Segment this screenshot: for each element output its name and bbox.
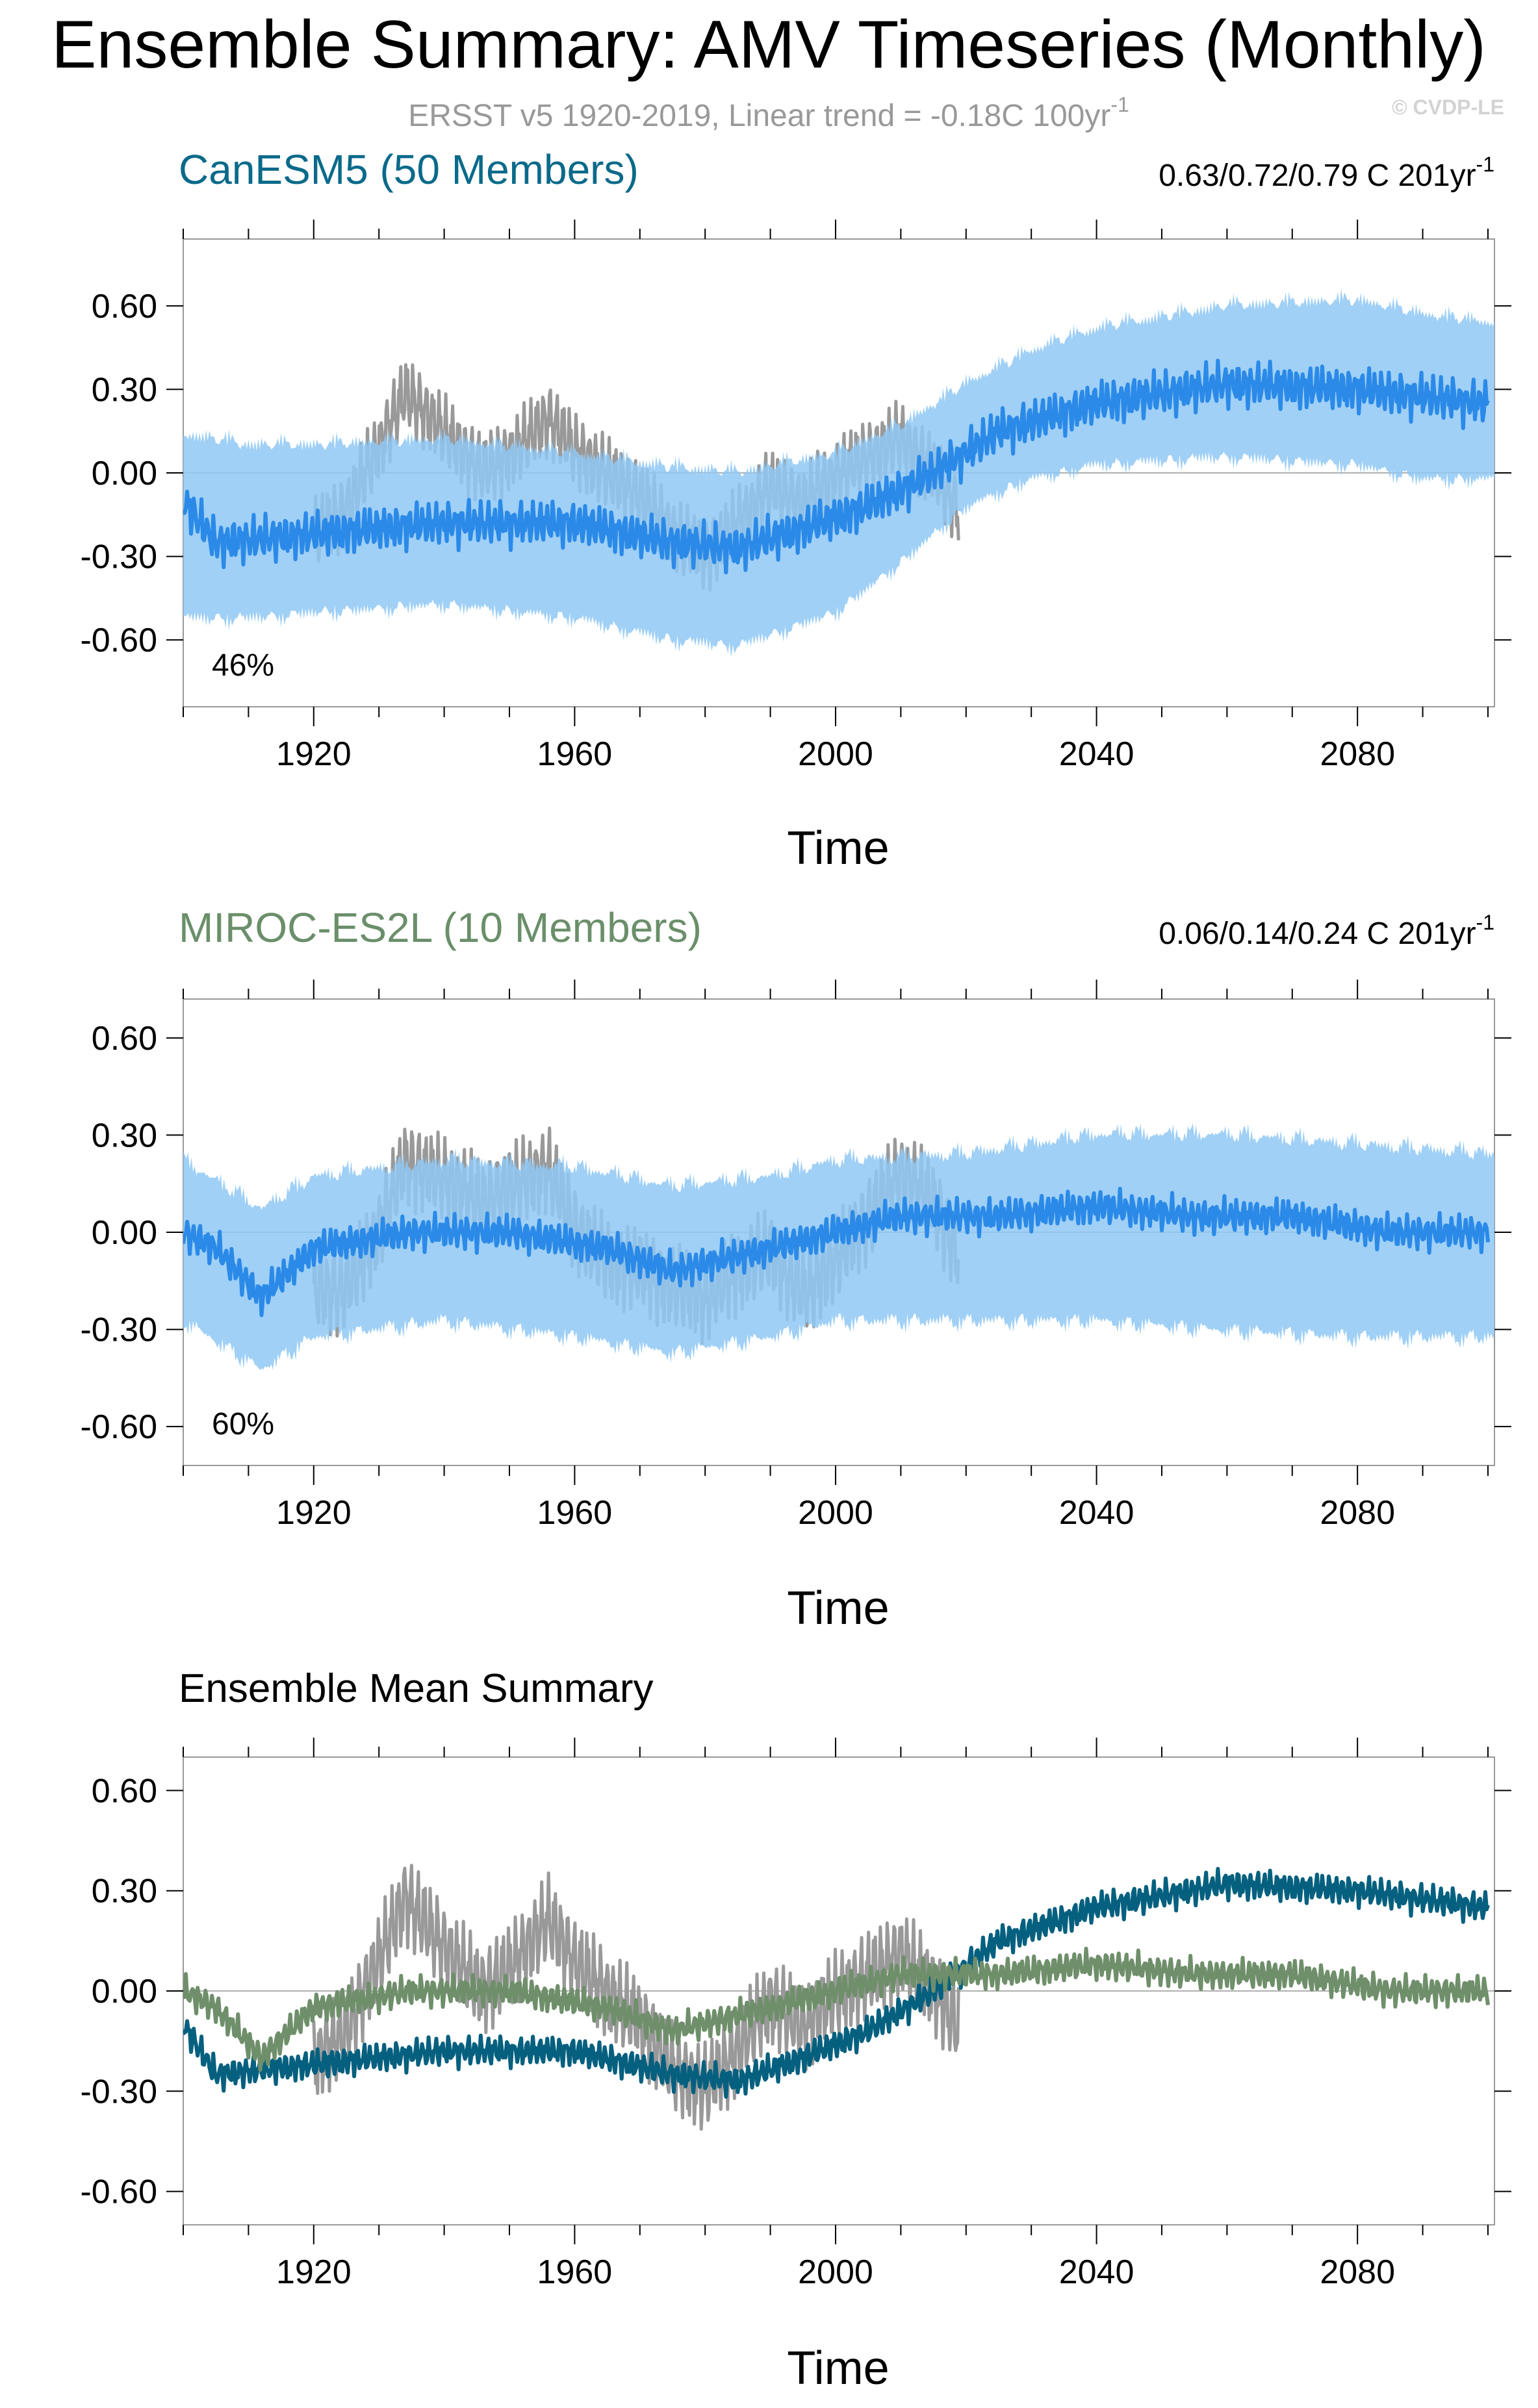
panel-title-canesm5: CanESM5 (50 Members) — [179, 146, 639, 193]
x-tick-label: 1920 — [276, 1494, 352, 1532]
ensemble-spread-band — [183, 1123, 1494, 1371]
plot-area-ensemble-mean: 1920 1960 2000 2040 2080 0.60 0.30 0.00 -0.30 -0.… — [80, 1738, 1511, 2291]
y-tick-label: -0.60 — [80, 622, 157, 659]
percent-label-miroc: 60% — [212, 1407, 274, 1441]
obs-line — [312, 1864, 960, 2131]
watermark: © CVDP-LE — [1392, 95, 1504, 119]
x-axis-label-miroc: Time — [787, 1582, 889, 1634]
plot-area-miroc: 1920 1960 2000 2040 2080 0.60 0.30 0.00 -0.30 -0.… — [80, 980, 1511, 1532]
trend-label-miroc: 0.06/0.14/0.24 C 201yr-1 — [1159, 911, 1494, 951]
panel-ensemble-mean: Ensemble Mean Summary 1920 1960 2000 2040 20… — [80, 1666, 1511, 2394]
x-tick-label: 2080 — [1320, 735, 1395, 773]
percent-label-canesm5: 46% — [212, 648, 274, 683]
x-axis-label-canesm5: Time — [787, 822, 889, 874]
y-tick-label: -0.60 — [80, 2174, 157, 2211]
y-tick-label: -0.30 — [80, 539, 157, 576]
y-tick-label: 0.60 — [92, 1772, 157, 1810]
panel-title-miroc: MIROC-ES2L (10 Members) — [179, 904, 702, 951]
series-group — [183, 1864, 1490, 2131]
mean-line — [183, 1186, 1490, 1317]
y-tick-label: -0.30 — [80, 2073, 157, 2110]
x-tick-label: 1920 — [276, 2253, 352, 2291]
x-tick-label: 1960 — [537, 2253, 613, 2291]
x-tick-label: 2040 — [1059, 735, 1134, 773]
subtitle-superscript: -1 — [1110, 93, 1129, 116]
trend-superscript-miroc: -1 — [1476, 911, 1494, 934]
y-tick-label: 0.60 — [92, 288, 157, 325]
x-tick-label: 2000 — [798, 735, 873, 773]
x-tick-label: 2000 — [798, 1494, 873, 1532]
y-tick-label: -0.30 — [80, 1312, 157, 1349]
x-tick-label: 1960 — [537, 735, 613, 773]
y-tick-label: 0.60 — [92, 1020, 157, 1058]
y-tick-label: 0.00 — [92, 1214, 157, 1252]
canesm_mean-line — [183, 1867, 1490, 2099]
y-tick-label: -0.60 — [80, 1408, 157, 1446]
x-tick-label: 2080 — [1320, 1494, 1395, 1532]
y-tick-label: 0.00 — [92, 1973, 157, 2010]
miroc_mean-line — [183, 1946, 1490, 2072]
y-tick-label: 0.30 — [92, 1117, 157, 1154]
x-tick-label: 1920 — [276, 735, 352, 773]
trend-label-canesm5: 0.63/0.72/0.79 C 201yr-1 — [1159, 153, 1494, 193]
trend-superscript-canesm5: -1 — [1476, 153, 1494, 176]
x-tick-label: 2080 — [1320, 2253, 1395, 2291]
x-tick-label: 2040 — [1059, 2253, 1134, 2291]
panel-miroc: MIROC-ES2L (10 Members) 0.06/0.14/0.24 C… — [80, 904, 1511, 1634]
mean-line — [183, 359, 1490, 575]
plot-area-canesm5: 1920 1960 2000 2040 2080 0.60 0.30 0.00 -0.30 -0.… — [80, 220, 1511, 773]
x-tick-label: 2040 — [1059, 1494, 1134, 1532]
x-tick-label: 2000 — [798, 2253, 873, 2291]
y-tick-label: 0.30 — [92, 371, 157, 409]
figure-subtitle: ERSST v5 1920-2019, Linear trend = -0.18… — [408, 93, 1129, 133]
series-group — [183, 1123, 1494, 1371]
panel-title-ensemble-mean: Ensemble Mean Summary — [179, 1666, 654, 1711]
x-axis-label-ensemble-mean: Time — [787, 2342, 889, 2394]
y-tick-label: 0.30 — [92, 1873, 157, 1910]
panel-canesm5: CanESM5 (50 Members) 0.63/0.72/0.79 C 20… — [80, 146, 1511, 874]
series-group — [183, 288, 1494, 658]
figure-title: Ensemble Summary: AMV Timeseries (Monthl… — [51, 7, 1486, 82]
y-tick-label: 0.00 — [92, 455, 157, 492]
x-tick-label: 1960 — [537, 1494, 613, 1532]
